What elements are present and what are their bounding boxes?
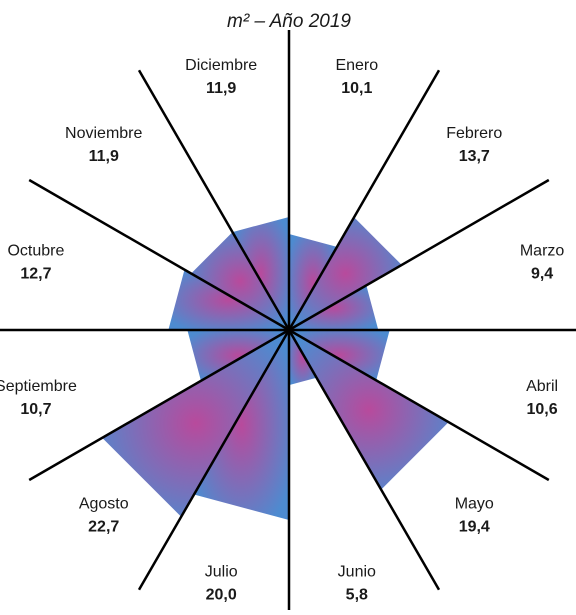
value-label: 20,0 bbox=[206, 586, 237, 603]
wedge bbox=[289, 330, 449, 490]
spoke bbox=[137, 69, 291, 331]
wedge bbox=[289, 217, 402, 330]
wedge bbox=[194, 330, 289, 520]
spoke bbox=[288, 178, 550, 332]
wedge bbox=[289, 330, 390, 381]
wedge bbox=[232, 216, 289, 330]
wedge bbox=[168, 269, 289, 330]
category-label: Septiembre bbox=[0, 378, 77, 395]
category-label: Diciembre bbox=[185, 57, 257, 74]
value-label: 11,9 bbox=[89, 148, 119, 165]
spoke bbox=[28, 328, 290, 482]
category-label: Junio bbox=[338, 563, 376, 580]
value-label: 10,7 bbox=[20, 401, 51, 418]
category-label: Abril bbox=[526, 378, 558, 395]
value-label: 10,6 bbox=[527, 401, 558, 418]
spoke bbox=[287, 69, 441, 331]
value-label: 22,7 bbox=[88, 518, 119, 535]
spoke bbox=[288, 328, 550, 482]
value-label: 19,4 bbox=[459, 518, 490, 535]
category-label: Octubre bbox=[7, 242, 64, 259]
category-label: Enero bbox=[335, 57, 378, 74]
spoke bbox=[287, 329, 441, 591]
spoke bbox=[137, 329, 291, 591]
chart-title: m² – Año 2019 bbox=[227, 11, 351, 32]
wedge bbox=[191, 232, 289, 330]
value-label: 13,7 bbox=[459, 148, 490, 165]
category-label: Agosto bbox=[79, 495, 129, 512]
wedge bbox=[289, 285, 379, 330]
value-label: 9,4 bbox=[531, 265, 553, 282]
wedge bbox=[102, 330, 289, 517]
category-label: Mayo bbox=[455, 495, 494, 512]
value-label: 10,1 bbox=[341, 80, 372, 97]
category-label: Julio bbox=[205, 563, 238, 580]
value-label: 11,9 bbox=[206, 80, 236, 97]
category-label: Noviembre bbox=[65, 125, 142, 142]
value-label: 5,8 bbox=[346, 586, 368, 603]
spoke bbox=[28, 178, 290, 332]
wedge bbox=[187, 330, 289, 381]
value-label: 12,7 bbox=[20, 265, 51, 282]
category-label: Marzo bbox=[520, 242, 565, 259]
wedge bbox=[289, 234, 337, 330]
category-label: Febrero bbox=[446, 125, 502, 142]
